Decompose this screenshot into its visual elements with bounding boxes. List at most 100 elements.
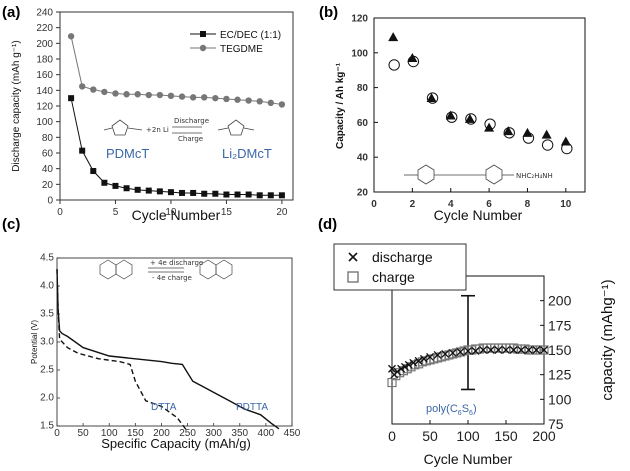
panel-a-ytick-label: 60 — [42, 149, 54, 160]
dtta-ring-b — [115, 259, 133, 280]
panel-b-ytick-label: 60 — [357, 118, 369, 129]
panel-b-xtick-label: 6 — [486, 199, 492, 210]
panel-c-ytick-label: 1.5 — [40, 421, 54, 432]
panel-d-point-discharge — [471, 347, 480, 355]
panel-a-chem-scheme: +2n Li Discharge Charge PDMcT Li₂DMcT — [103, 117, 272, 161]
panel-d-point-discharge — [426, 352, 434, 361]
panel-d-point-discharge — [448, 349, 457, 357]
panel-b-ytick-label: 100 — [351, 48, 368, 59]
panel-c-ytick-label: 3.5 — [40, 309, 54, 320]
panel-d-ylabel: capacity (mAhg⁻¹) — [599, 279, 616, 400]
panel-d-ytick-label: 75 — [548, 416, 564, 432]
panel-d-point-discharge-stroke — [524, 346, 533, 354]
panel-d-point-discharge-stroke — [426, 352, 434, 361]
panel-b-xtick-label: 8 — [525, 199, 531, 210]
panel-d-point-discharge — [517, 346, 526, 354]
panel-a-point-tegdme — [145, 91, 152, 99]
panel-c-xtick-label: 150 — [127, 428, 144, 439]
panel-a-ytick-label: 180 — [36, 55, 53, 66]
panel-b-point-circle — [541, 139, 554, 151]
panel-a: (a) 0 5 10 15 200204060801001201401601802002… — [2, 4, 294, 223]
panel-a-point-tegdme — [78, 83, 86, 90]
panel-b-xtick-label: 4 — [448, 199, 454, 210]
panel-a-ytick-label: 120 — [36, 102, 53, 113]
panel-b-ylabel: Capacity / Ah kg⁻¹ — [335, 62, 346, 149]
panel-c-ytick-label: 4.5 — [40, 253, 54, 264]
panel-a-point-tegdme — [278, 101, 286, 108]
panel-c-marks — [56, 269, 280, 433]
label-poly-c6s6: poly(C6S6) — [426, 403, 477, 417]
panel-a-point-ecdec — [245, 191, 252, 198]
panel-a-ytick-label: 100 — [36, 117, 53, 128]
panel-d-ytick-label: 150 — [548, 342, 572, 358]
panel-d-point-discharge-stroke — [414, 356, 423, 365]
scheme-discharge: Discharge — [174, 117, 209, 125]
panel-a-point-tegdme — [90, 86, 97, 93]
panel-a-ytick-label: 20 — [42, 180, 54, 191]
panel-d-point-discharge-stroke — [509, 346, 518, 354]
panel-b-xtick-label: 10 — [560, 199, 572, 210]
panel-b-point-triangle — [484, 122, 495, 132]
legend-marker-discharge — [348, 252, 358, 262]
panel-d-point-discharge-stroke — [502, 346, 510, 354]
panel-a-point-ecdec — [101, 179, 108, 186]
panel-b-ytick-label: 80 — [357, 83, 369, 94]
panel-c-ytick-label: 2.0 — [40, 393, 54, 404]
panel-b-point-triangle — [426, 93, 437, 103]
panel-d-point-discharge-stroke — [441, 349, 450, 358]
panel-b-ytick-label: 20 — [357, 188, 369, 199]
li2dmct-ring — [227, 119, 245, 136]
label-dtta: DTTA — [151, 402, 177, 413]
panel-d-point-discharge-stroke — [397, 364, 406, 373]
panel-a-xlabel: Cycle Number — [132, 207, 221, 223]
panel-d-point-discharge-stroke — [517, 346, 526, 354]
panel-d-xtick-label: 200 — [532, 428, 556, 444]
panel-a-point-ecdec — [256, 192, 263, 199]
panel-a-xtick-label: 0 — [57, 207, 63, 218]
panel-d-point-discharge-stroke — [400, 362, 409, 371]
scheme-charge: Charge — [178, 135, 203, 143]
panel-a-point-ecdec — [156, 188, 163, 195]
legend-label-discharge: discharge — [372, 249, 433, 265]
panel-d-point-discharge — [404, 360, 413, 369]
panel-d-ytick-label: 175 — [548, 317, 572, 333]
panel-a-point-ecdec — [90, 168, 97, 175]
panel-a-xtick-label: 20 — [276, 207, 288, 218]
legend-label-ecdec: EC/DEC (1:1) — [220, 30, 281, 41]
panel-d-marks — [387, 294, 549, 391]
panel-c: (c) 0 50 100 150 200 250 300 350 400 450 1.5 2.0 2.5… — [2, 216, 301, 451]
panel-d-point-discharge-stroke — [448, 349, 457, 357]
panel-a-ytick-label: 0 — [47, 196, 53, 207]
panel-a-ytick-label: 220 — [36, 23, 53, 34]
panel-b-xlabel: Cycle Number — [434, 207, 523, 223]
panel-d-point-discharge-stroke — [456, 348, 465, 356]
panel-d-point-discharge — [397, 364, 406, 373]
panel-a-point-ecdec — [79, 147, 86, 154]
panel-a-point-tegdme — [123, 91, 130, 98]
legend-marker-ecdec — [200, 31, 206, 37]
panel-c-xlabel: Specific Capacity (mAh/g) — [101, 436, 251, 451]
panel-a-point-ecdec — [167, 189, 174, 196]
legend-marker-charge — [347, 271, 359, 283]
panel-a-xtick-label: 15 — [221, 207, 233, 218]
panel-c-xtick-label: 100 — [101, 428, 118, 439]
panel-d-point-discharge-stroke — [404, 360, 413, 369]
panel-b-marks — [388, 32, 573, 155]
panel-d-xtick-label: 150 — [494, 428, 518, 444]
label-pdmct: PDMcT — [106, 146, 149, 161]
li2dmct-bond-left — [217, 127, 229, 131]
panel-a-ytick-label: 140 — [36, 86, 53, 97]
panel-d-point-discharge — [433, 350, 442, 359]
panel-c-curve-pdtta — [56, 269, 280, 430]
panel-d-point-discharge — [400, 362, 409, 371]
panel-d-point-discharge — [486, 346, 495, 354]
panel-c-ytick-label: 4.0 — [40, 281, 54, 292]
panel-d-point-discharge — [464, 347, 472, 355]
panel-d-point-discharge-stroke — [540, 346, 548, 354]
panel-d-point-discharge-stroke — [409, 358, 418, 367]
panel-d-point-discharge-stroke — [419, 354, 428, 363]
panel-c-frame — [56, 257, 293, 427]
panel-d-point-discharge-stroke — [532, 346, 541, 354]
panel-b-axes: 0 2 4 6 8 10 20 40 60 80 100 120 — [351, 14, 572, 211]
